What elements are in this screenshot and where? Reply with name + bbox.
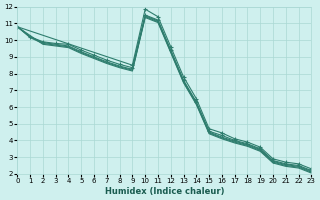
X-axis label: Humidex (Indice chaleur): Humidex (Indice chaleur): [105, 187, 224, 196]
